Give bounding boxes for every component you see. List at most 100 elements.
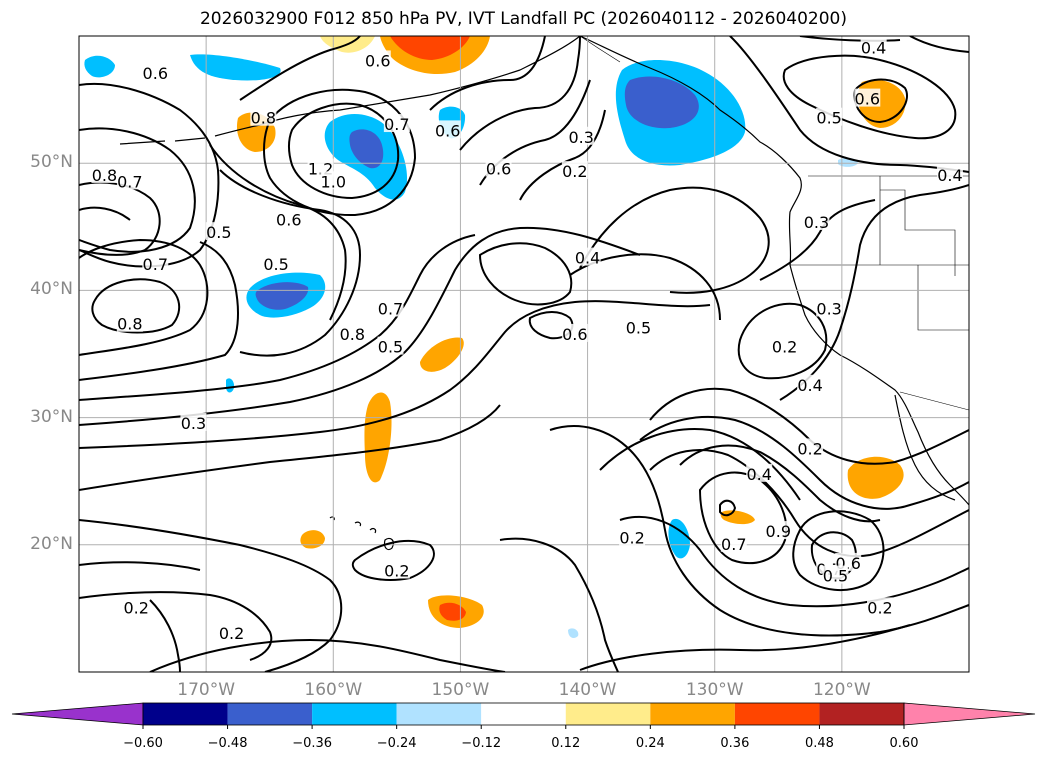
contour-label-halo <box>574 247 601 266</box>
contour-label: 0.7 <box>378 299 403 318</box>
contour-line <box>499 537 619 672</box>
colorbar-tick-label: 0.12 <box>551 736 581 751</box>
contour-label-halo <box>619 527 646 546</box>
contour-label: 0.6 <box>486 160 511 179</box>
contour-label-halo <box>860 37 887 56</box>
contour-label: 0.2 <box>867 598 892 617</box>
contour-line <box>853 78 908 124</box>
contour-label: 0.2 <box>619 528 644 547</box>
colorbar-tick-label: 0.36 <box>720 736 750 751</box>
contour-label-halo <box>561 161 588 180</box>
colorbar-segment <box>650 703 735 725</box>
contour-line <box>639 415 969 510</box>
contour-line <box>149 599 181 672</box>
contour-line <box>779 184 969 401</box>
pv-strong-positive-north <box>390 36 470 60</box>
contour-line <box>759 199 876 281</box>
contour-line <box>79 519 343 672</box>
contour-label: 0.7 <box>721 535 746 554</box>
lon-tick-label: 160°W <box>304 680 363 700</box>
contour-label: 0.6 <box>143 64 168 83</box>
contour-label-halo <box>364 50 391 69</box>
contour-label-halo <box>383 114 410 133</box>
contour-label: 0.8 <box>251 109 276 128</box>
contour-line <box>79 241 239 381</box>
colorbar-extend-high <box>903 702 1036 726</box>
contour-label: 0.2 <box>772 338 797 357</box>
colorbar-segment <box>819 703 904 725</box>
contour-line <box>79 404 501 491</box>
contour-label: 0.5 <box>823 567 848 586</box>
contour-label: 0.4 <box>861 39 886 58</box>
contour-line <box>79 127 196 253</box>
contour-label-halo <box>765 521 792 540</box>
contour-label-halo <box>771 336 798 355</box>
pv-negative-small-1 <box>668 518 690 559</box>
contour-label-halo <box>936 164 963 183</box>
lon-tick-label: 170°W <box>177 680 236 700</box>
pv-positive-anomaly-baja <box>847 456 904 499</box>
border-state-3 <box>880 189 956 276</box>
contour-label: 0.3 <box>568 128 593 147</box>
contour-label: 0.4 <box>797 376 822 395</box>
contour-label: 0.6 <box>435 121 460 140</box>
colorbar-segment <box>227 703 313 725</box>
contour-label: 0.8 <box>340 325 365 344</box>
lat-tick-label: 20°N <box>30 533 73 554</box>
colorbar <box>11 702 1036 729</box>
contour-label: 0.9 <box>766 522 791 541</box>
contour-label: 0.6 <box>276 210 301 229</box>
lat-tick-label: 40°N <box>30 279 73 300</box>
contour-label: 0.7 <box>117 172 142 191</box>
contour-layer <box>79 36 969 672</box>
lat-tick-label: 30°N <box>30 406 73 427</box>
contour-label-halo <box>803 211 830 230</box>
pv-negative-anomaly-nw2 <box>84 55 115 78</box>
contour-label: 0.5 <box>816 109 841 128</box>
contour-line <box>79 234 476 401</box>
contour-label-halo <box>116 171 143 190</box>
contour-label-halo <box>561 323 588 342</box>
contour-label-halo <box>91 164 118 183</box>
contour-label: 0.5 <box>263 255 288 274</box>
contour-line <box>579 186 770 294</box>
contour-label-halo <box>123 597 150 616</box>
colorbar-segment <box>481 703 566 725</box>
contour-label-halo <box>568 126 595 145</box>
contour-label-halo <box>816 107 843 126</box>
contour-label: 0.3 <box>804 213 829 232</box>
contour-label: 0.5 <box>378 338 403 357</box>
contour-line <box>263 88 417 217</box>
contour-label-halo <box>205 222 232 241</box>
border-alaska <box>579 36 621 63</box>
gridlines <box>79 36 969 672</box>
contour-label: 0.4 <box>575 249 600 268</box>
contour-label-halo <box>116 313 143 332</box>
contour-label-halo <box>339 323 366 342</box>
contour-label-halo <box>625 317 652 336</box>
contour-line <box>737 302 828 380</box>
contour-line <box>91 278 181 334</box>
contour-label-halo <box>822 565 849 584</box>
border-mexico <box>899 391 969 411</box>
contour-label-halo <box>434 120 461 139</box>
contour-label: 0.2 <box>384 562 409 581</box>
contour-line <box>619 515 969 608</box>
contour-line <box>79 226 641 426</box>
contour-line <box>79 561 201 571</box>
colorbar-tick-label: −0.60 <box>123 736 163 751</box>
contour-line <box>79 238 209 356</box>
colorbar-tick-label: −0.24 <box>376 736 417 751</box>
contour-line <box>698 471 788 565</box>
contour-label: 0.4 <box>937 166 962 185</box>
contour-label-halo <box>142 253 169 272</box>
contour-line <box>719 499 737 517</box>
contour-label-halo <box>218 622 245 641</box>
colorbar-tick-label: −0.12 <box>461 736 502 751</box>
contour-label-halo <box>275 209 302 228</box>
colorbar-tick-label: 0.24 <box>635 736 665 751</box>
contour-line <box>239 36 361 101</box>
contour-label: 0.3 <box>181 414 206 433</box>
contour-line <box>79 82 220 268</box>
